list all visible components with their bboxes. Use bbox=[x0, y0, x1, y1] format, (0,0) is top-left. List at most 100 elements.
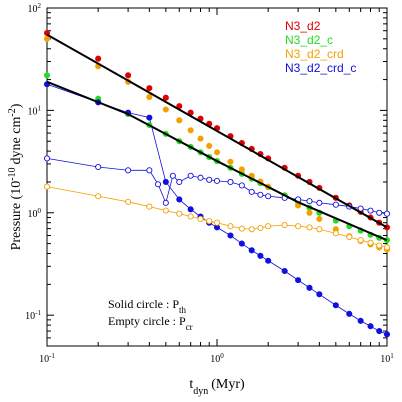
data-point-blue bbox=[146, 114, 153, 121]
data-point-red bbox=[125, 72, 132, 79]
data-point-blue-empty bbox=[265, 193, 272, 200]
data-point-blue bbox=[295, 277, 302, 284]
data-point-orange bbox=[162, 106, 169, 113]
data-point-blue bbox=[238, 240, 245, 247]
data-point-orange-empty bbox=[43, 183, 51, 190]
data-point-blue-empty bbox=[238, 182, 245, 189]
data-point-blue-empty bbox=[367, 207, 374, 214]
annotation-line: Empty circle : Pcr bbox=[108, 314, 193, 332]
data-point-orange-empty bbox=[162, 207, 169, 214]
data-point-orange-empty bbox=[295, 223, 302, 230]
data-point-blue bbox=[332, 302, 339, 309]
x-tick-label: 10-1 bbox=[39, 352, 55, 365]
data-point-orange-empty bbox=[306, 224, 313, 231]
axis-ticks bbox=[46, 8, 388, 347]
data-point-blue bbox=[357, 317, 364, 324]
data-point-blue bbox=[162, 178, 169, 186]
data-point-blue-empty bbox=[357, 205, 364, 212]
data-point-orange-empty bbox=[367, 239, 374, 246]
data-point-blue-empty bbox=[332, 201, 339, 208]
data-point-blue bbox=[316, 291, 323, 298]
tick-labels: 10-1 100 101 10-1 100 101 102 bbox=[25, 2, 394, 365]
data-point-blue bbox=[257, 252, 264, 259]
data-point-blue bbox=[376, 327, 383, 335]
x-tick-label: 101 bbox=[380, 352, 394, 365]
data-point-blue-empty bbox=[383, 210, 391, 217]
data-point-blue-empty bbox=[206, 176, 213, 183]
data-point-orange bbox=[43, 35, 51, 42]
annotation-line: Solid circle : Pth bbox=[108, 297, 187, 315]
data-point-blue bbox=[176, 196, 183, 203]
data-point-blue-empty bbox=[227, 178, 234, 186]
data-point-green bbox=[43, 72, 51, 79]
y-tick-label: 102 bbox=[28, 2, 42, 15]
data-point-blue-empty bbox=[187, 172, 194, 179]
data-point-orange bbox=[176, 117, 183, 124]
data-point-blue-empty bbox=[95, 163, 102, 171]
data-point-blue-empty bbox=[257, 191, 264, 198]
data-point-blue-empty bbox=[306, 198, 313, 205]
data-point-blue-empty bbox=[169, 172, 176, 179]
data-point-orange bbox=[197, 135, 204, 142]
x-tick-label: 100 bbox=[210, 352, 224, 365]
series-line-blue bbox=[46, 83, 388, 335]
data-point-blue-empty bbox=[213, 177, 221, 184]
data-point-red bbox=[162, 94, 169, 101]
data-point-blue bbox=[306, 284, 313, 291]
data-point-blue-empty bbox=[154, 181, 162, 188]
data-point-blue-empty bbox=[316, 199, 323, 206]
series-line-fit-top bbox=[46, 33, 388, 229]
data-point-orange-empty bbox=[213, 219, 221, 226]
legend-item: N3_d2_c bbox=[285, 33, 333, 47]
data-point-orange-empty bbox=[346, 233, 353, 241]
data-point-orange bbox=[146, 93, 153, 101]
data-point-orange-empty bbox=[95, 193, 102, 200]
data-point-orange-empty bbox=[238, 225, 245, 232]
data-point-blue-empty bbox=[176, 178, 183, 186]
data-point-orange-empty bbox=[248, 226, 255, 233]
data-point-orange bbox=[306, 209, 313, 216]
data-point-orange-empty bbox=[257, 224, 264, 232]
data-point-orange-empty bbox=[281, 221, 288, 229]
data-point-orange-empty bbox=[187, 213, 194, 220]
data-point-blue-empty bbox=[197, 174, 204, 181]
data-point-orange-empty bbox=[316, 226, 323, 233]
data-point-orange bbox=[227, 158, 234, 165]
data-point-orange bbox=[316, 215, 323, 223]
series-line-fit-bottom bbox=[46, 80, 388, 242]
data-point-orange-empty bbox=[146, 203, 153, 210]
data-point-blue-empty bbox=[43, 155, 51, 162]
data-point-blue bbox=[187, 206, 194, 213]
data-point-orange-empty bbox=[265, 223, 272, 230]
legend-item: N3_d2_crd bbox=[285, 47, 344, 61]
data-point-blue bbox=[227, 232, 234, 239]
data-point-orange-empty bbox=[125, 198, 132, 205]
data-point-orange-empty bbox=[176, 210, 183, 217]
data-point-blue bbox=[265, 257, 272, 264]
data-point-blue-empty bbox=[146, 167, 153, 174]
data-point-orange-empty bbox=[206, 218, 213, 225]
legend-item: N3_d2_crd_c bbox=[285, 61, 356, 75]
y-axis-label: Pressure (10-10dyne cm-2) bbox=[7, 103, 25, 250]
data-point-orange-empty bbox=[383, 244, 391, 251]
data-point-orange-empty bbox=[332, 230, 339, 237]
data-point-blue-empty bbox=[376, 209, 383, 216]
legend-item: N3_d2 bbox=[285, 19, 321, 33]
x-axis-label: tdyn (Myr) bbox=[189, 377, 245, 397]
data-point-blue-empty bbox=[248, 188, 255, 195]
data-point-blue bbox=[248, 247, 255, 254]
data-point-blue-empty bbox=[162, 199, 169, 206]
data-point-blue bbox=[281, 267, 288, 275]
data-point-blue bbox=[346, 310, 353, 317]
y-tick-label: 101 bbox=[28, 104, 42, 117]
data-point-orange-empty bbox=[197, 215, 204, 223]
series-lines bbox=[46, 83, 388, 335]
y-tick-label: 10-1 bbox=[25, 309, 41, 322]
data-point-orange bbox=[213, 149, 221, 156]
series-points bbox=[43, 29, 391, 338]
data-point-blue bbox=[383, 331, 391, 338]
data-point-orange-empty bbox=[376, 242, 383, 249]
data-point-red bbox=[95, 55, 102, 62]
